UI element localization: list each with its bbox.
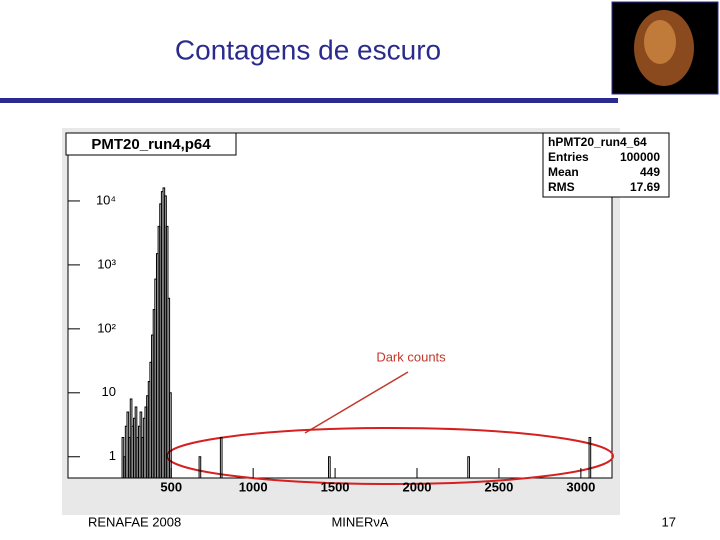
hist-title: PMT20_run4,p64 — [91, 136, 211, 153]
stats-box — [542, 132, 670, 198]
hist-title-box — [65, 132, 237, 156]
highlight-ellipse — [166, 427, 614, 485]
stats-label: Entries — [548, 150, 589, 164]
bar — [219, 436, 223, 479]
y-tick-label: 10⁴ — [96, 192, 116, 207]
stats-value: 449 — [640, 165, 660, 179]
y-tick-label: 10² — [97, 320, 116, 335]
y-tick-label: 10 — [102, 384, 116, 399]
x-tick-label: 3000 — [566, 479, 595, 494]
x-tick-label: 2000 — [403, 479, 432, 494]
y-tick-label: 10³ — [97, 256, 116, 271]
bar — [328, 456, 331, 479]
y-tick-label: 1 — [109, 448, 116, 463]
stats-value: 17.69 — [630, 180, 660, 194]
title-rule — [0, 98, 618, 103]
annotation: Dark counts — [376, 349, 446, 364]
stats-label: RMS — [548, 180, 575, 194]
annotation-arrow — [304, 371, 409, 434]
plot-frame — [67, 132, 613, 479]
x-tick-label: 500 — [160, 479, 182, 494]
x-tick-label: 1000 — [239, 479, 268, 494]
bar — [588, 436, 592, 479]
stats-name: hPMT20_run4_64 — [548, 135, 647, 149]
footer-right: 17 — [662, 514, 676, 529]
stats-value: 100000 — [620, 150, 660, 164]
bar — [198, 456, 202, 479]
footer-center: MINERνA — [331, 514, 388, 529]
x-tick-label: 2500 — [484, 479, 513, 494]
stats-label: Mean — [548, 165, 579, 179]
logo-face-light — [644, 20, 676, 64]
slide-title: Contagens de escuro — [175, 34, 441, 65]
bar — [467, 456, 470, 479]
bar — [167, 297, 171, 479]
x-tick-label: 1500 — [321, 479, 350, 494]
footer-left: RENAFAE 2008 — [88, 514, 181, 529]
bar — [169, 392, 172, 479]
